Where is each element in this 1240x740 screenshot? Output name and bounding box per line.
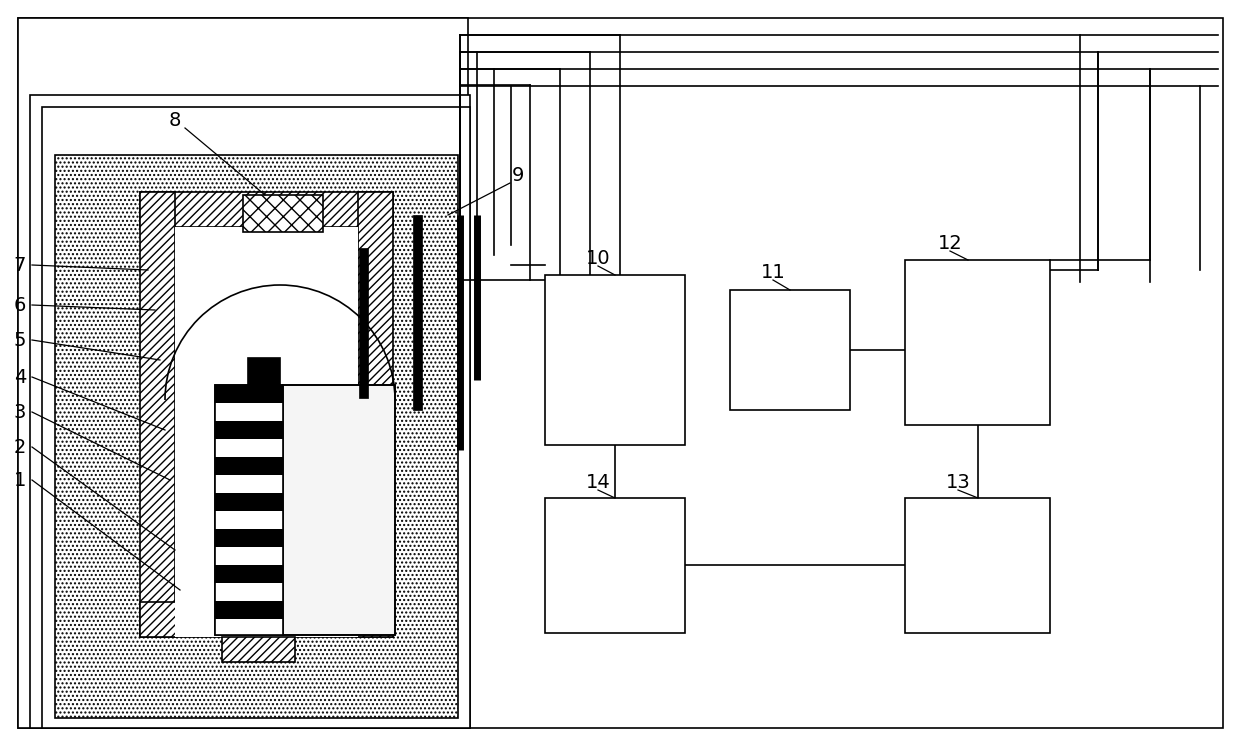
Text: 8: 8 [169, 110, 181, 130]
Bar [215, 493, 283, 511]
Text: 3: 3 [14, 403, 26, 422]
Bar [215, 583, 283, 601]
Bar [905, 498, 1050, 633]
Bar [215, 565, 283, 583]
Text: 1: 1 [14, 471, 26, 489]
Bar [215, 385, 283, 403]
Bar [215, 385, 396, 635]
Bar [360, 248, 368, 398]
Text: 9: 9 [512, 166, 525, 184]
Bar [215, 547, 283, 565]
Bar [215, 619, 283, 635]
Bar [215, 601, 283, 619]
Text: 13: 13 [946, 473, 971, 491]
Bar [546, 275, 684, 445]
Text: 11: 11 [760, 263, 785, 281]
Text: 7: 7 [14, 255, 26, 275]
Bar [215, 475, 283, 493]
Bar [905, 260, 1050, 425]
Bar [215, 511, 283, 529]
Bar [222, 637, 295, 662]
Bar [215, 421, 283, 439]
Bar [30, 95, 470, 728]
Bar [140, 192, 393, 227]
Bar [243, 195, 322, 232]
Bar [215, 385, 283, 635]
Bar [413, 215, 422, 410]
Bar [730, 290, 849, 410]
Bar [283, 385, 396, 635]
Text: 5: 5 [14, 331, 26, 349]
Text: 6: 6 [14, 295, 26, 314]
Text: 2: 2 [14, 437, 26, 457]
Bar [215, 529, 283, 547]
Bar [358, 192, 393, 637]
Bar [248, 358, 280, 391]
Bar [140, 192, 175, 637]
Text: 10: 10 [585, 249, 610, 267]
Bar [140, 602, 393, 637]
Bar [546, 498, 684, 633]
Bar [215, 439, 283, 457]
Bar [42, 107, 470, 728]
Bar [175, 227, 358, 637]
Bar [215, 457, 283, 475]
Bar [19, 18, 467, 728]
Bar [215, 403, 283, 421]
Text: 14: 14 [585, 473, 610, 491]
Text: 4: 4 [14, 368, 26, 386]
Bar [55, 155, 458, 718]
Text: 12: 12 [937, 234, 962, 252]
